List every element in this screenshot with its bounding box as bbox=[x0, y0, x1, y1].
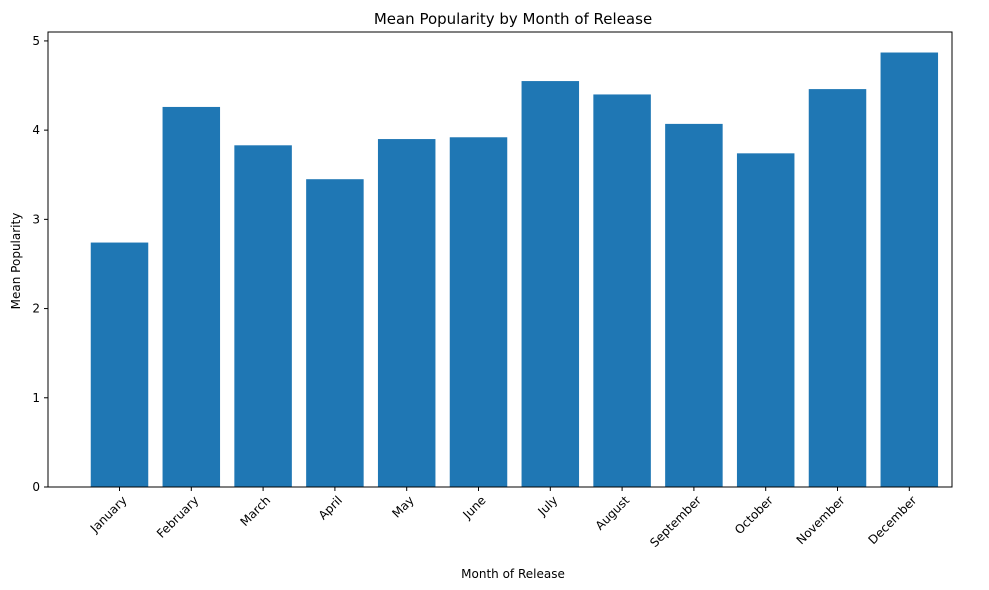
bar-may bbox=[377, 139, 436, 487]
y-tick-label: 0 bbox=[32, 480, 40, 494]
bar-february bbox=[162, 106, 221, 488]
y-tick-label: 4 bbox=[32, 123, 40, 137]
bar-august bbox=[593, 94, 651, 487]
y-axis-label: Mean Popularity bbox=[9, 213, 23, 310]
x-tick-label: July bbox=[535, 493, 561, 519]
bar-july bbox=[521, 81, 580, 487]
bar-december bbox=[880, 52, 939, 488]
x-axis-label: Month of Release bbox=[461, 567, 565, 581]
bar-march bbox=[234, 145, 292, 487]
x-tick-label: August bbox=[593, 493, 633, 533]
x-tick-label: March bbox=[237, 493, 273, 529]
y-tick-label: 3 bbox=[32, 212, 40, 226]
x-axis: January February March April May June July Augu… bbox=[87, 487, 920, 550]
x-tick-label: February bbox=[154, 493, 202, 541]
x-tick-label: October bbox=[732, 493, 776, 537]
chart-title: Mean Popularity by Month of Release bbox=[374, 10, 652, 28]
plot-frame bbox=[47, 31, 953, 488]
bar-january bbox=[90, 242, 149, 487]
x-tick-label: January bbox=[87, 493, 130, 536]
x-tick-label: November bbox=[794, 493, 848, 547]
x-tick-label: June bbox=[460, 493, 489, 522]
x-tick-label: April bbox=[316, 493, 345, 522]
y-axis: 0 1 2 3 4 5 bbox=[32, 34, 48, 494]
bar-september bbox=[665, 123, 723, 488]
bar-april bbox=[306, 179, 364, 488]
bars-group bbox=[90, 52, 939, 488]
x-tick-label: September bbox=[647, 493, 704, 550]
x-tick-label: May bbox=[389, 493, 416, 520]
y-tick-label: 1 bbox=[32, 391, 40, 405]
y-tick-label: 2 bbox=[32, 302, 40, 316]
y-tick-label: 5 bbox=[32, 34, 40, 48]
bar-october bbox=[736, 153, 795, 488]
bar-june bbox=[449, 137, 508, 487]
bar-november bbox=[808, 89, 867, 488]
x-tick-label: December bbox=[866, 493, 920, 547]
